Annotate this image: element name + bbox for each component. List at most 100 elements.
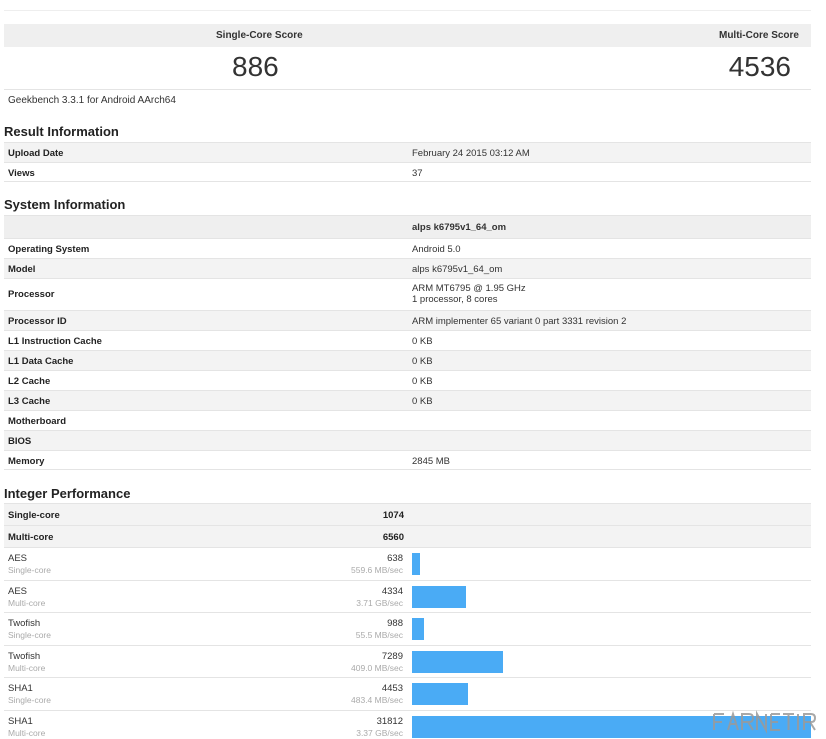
row-key: Operating System <box>8 244 90 255</box>
row-key: Memory <box>8 456 45 467</box>
system-information-table: alps k6795v1_64_om Operating System Andr… <box>4 215 811 470</box>
benchmark-score: 4453 <box>381 683 403 694</box>
benchmark-score: 638 <box>387 553 403 564</box>
row-value: 37 <box>412 168 423 179</box>
row-value-secondary: 1 processor, 8 cores <box>412 294 498 305</box>
integer-performance-table: Single-core 1074 Multi-core 6560 AES Sing… <box>4 503 811 739</box>
benchmark-bar-track <box>412 683 811 705</box>
table-row: L2 Cache 0 KB <box>4 370 811 390</box>
benchmark-mode: Single-core <box>8 630 51 640</box>
result-information-table: Upload Date February 24 2015 03:12 AM Vi… <box>4 142 811 182</box>
benchmark-name: SHA1 <box>8 683 33 694</box>
benchmark-mode: Single-core <box>8 695 51 705</box>
table-row: Model alps k6795v1_64_om <box>4 258 811 278</box>
row-key: L2 Cache <box>8 376 51 387</box>
benchmark-row: Twofish Single-core 988 55.5 MB/sec <box>4 612 811 645</box>
benchmark-row: Twofish Multi-core 7289 409.0 MB/sec <box>4 644 811 677</box>
benchmark-score: 7289 <box>381 650 403 662</box>
single-core-score-label: Single-Core Score <box>216 30 303 41</box>
benchmark-bar-track <box>412 553 811 575</box>
benchmark-score: 988 <box>387 618 403 629</box>
benchmark-name: Twofish <box>8 650 41 662</box>
benchmark-score: 31812 <box>376 715 403 727</box>
device-name: alps k6795v1_64_om <box>412 222 507 233</box>
benchmark-mode: Multi-core <box>8 597 46 608</box>
benchmark-row: SHA1 Single-core 4453 483.4 MB/sec <box>4 677 811 710</box>
row-value: 0 KB <box>412 336 433 347</box>
benchmark-bar <box>412 715 811 738</box>
row-value: 0 KB <box>412 356 433 367</box>
table-row: Views 37 <box>4 162 811 182</box>
row-key: Motherboard <box>8 416 67 427</box>
summary-value: 6560 <box>382 532 404 543</box>
row-key: Processor ID <box>8 316 67 327</box>
benchmark-list: AES Single-core 638 559.6 MB/sec AES Multi-co… <box>4 547 811 739</box>
benchmark-mode: Multi-core <box>8 727 46 738</box>
table-row: L1 Instruction Cache 0 KB <box>4 330 811 350</box>
row-key: Model <box>8 264 36 275</box>
row-key: L1 Data Cache <box>8 356 74 367</box>
benchmark-row: AES Single-core 638 559.6 MB/sec <box>4 547 811 580</box>
geekbench-version: Geekbench 3.3.1 for Android AArch64 <box>8 95 176 106</box>
result-information-title: Result Information <box>4 124 119 139</box>
table-row: Memory 2845 MB <box>4 450 811 470</box>
single-core-score: 886 <box>232 51 279 82</box>
benchmark-bar-track <box>412 715 811 738</box>
summary-key: Multi-core <box>8 532 54 543</box>
benchmark-bar <box>412 683 468 705</box>
row-value: ARM implementer 65 variant 0 part 3331 r… <box>412 316 627 327</box>
row-key: Processor <box>8 289 55 300</box>
benchmark-name: AES <box>8 585 28 597</box>
benchmark-rate: 483.4 MB/sec <box>351 695 403 705</box>
summary-row: Single-core 1074 <box>4 503 811 525</box>
benchmark-mode: Multi-core <box>8 662 46 673</box>
table-row: Motherboard <box>4 410 811 430</box>
table-header-row: alps k6795v1_64_om <box>4 215 811 238</box>
benchmark-rate: 3.71 GB/sec <box>356 597 403 608</box>
row-value: February 24 2015 03:12 AM <box>412 148 530 159</box>
benchmark-bar-track <box>412 650 811 673</box>
benchmark-row: AES Multi-core 4334 3.71 GB/sec <box>4 579 811 612</box>
benchmark-mode: Single-core <box>8 565 51 575</box>
summary-row: Multi-core 6560 <box>4 525 811 547</box>
score-header: Single-Core Score Multi-Core Score <box>4 24 811 47</box>
row-value: Android 5.0 <box>412 244 461 255</box>
row-key: Upload Date <box>8 148 64 159</box>
row-key: BIOS <box>8 436 32 447</box>
table-row: BIOS <box>4 430 811 450</box>
table-row: L3 Cache 0 KB <box>4 390 811 410</box>
benchmark-row: SHA1 Multi-core 31812 3.37 GB/sec <box>4 709 811 739</box>
row-value: 0 KB <box>412 396 433 407</box>
benchmark-bar-track <box>412 585 811 608</box>
table-row: Upload Date February 24 2015 03:12 AM <box>4 142 811 162</box>
multi-core-score-label: Multi-Core Score <box>718 30 799 41</box>
score-values: 886 4536 <box>4 47 811 90</box>
benchmark-rate: 3.37 GB/sec <box>356 727 403 738</box>
watermark-logo <box>713 710 817 734</box>
table-row: Processor ID ARM implementer 65 variant … <box>4 310 811 330</box>
summary-key: Single-core <box>8 510 60 521</box>
system-information-title: System Information <box>4 197 126 212</box>
row-key: L3 Cache <box>8 396 51 407</box>
benchmark-bar <box>412 618 424 640</box>
row-key: L1 Instruction Cache <box>8 336 102 347</box>
row-value: 0 KB <box>412 376 433 387</box>
table-row: L1 Data Cache 0 KB <box>4 350 811 370</box>
integer-performance-title: Integer Performance <box>4 486 131 501</box>
benchmark-name: SHA1 <box>8 715 33 727</box>
top-divider <box>4 10 811 11</box>
row-value: ARM MT6795 @ 1.95 GHz <box>412 283 526 294</box>
benchmark-name: Twofish <box>8 618 41 629</box>
benchmark-rate: 559.6 MB/sec <box>351 565 403 575</box>
benchmark-bar <box>412 553 420 575</box>
row-value: alps k6795v1_64_om <box>412 264 503 275</box>
table-row: Processor ARM MT6795 @ 1.95 GHz 1 proces… <box>4 278 811 310</box>
row-value: 2845 MB <box>412 456 451 467</box>
row-key: Views <box>8 168 35 179</box>
benchmark-rate: 55.5 MB/sec <box>355 630 403 640</box>
benchmark-score: 4334 <box>381 585 403 597</box>
benchmark-bar <box>412 585 466 608</box>
table-row: Operating System Android 5.0 <box>4 238 811 258</box>
benchmark-bar <box>412 650 503 673</box>
summary-value: 1074 <box>382 510 404 521</box>
